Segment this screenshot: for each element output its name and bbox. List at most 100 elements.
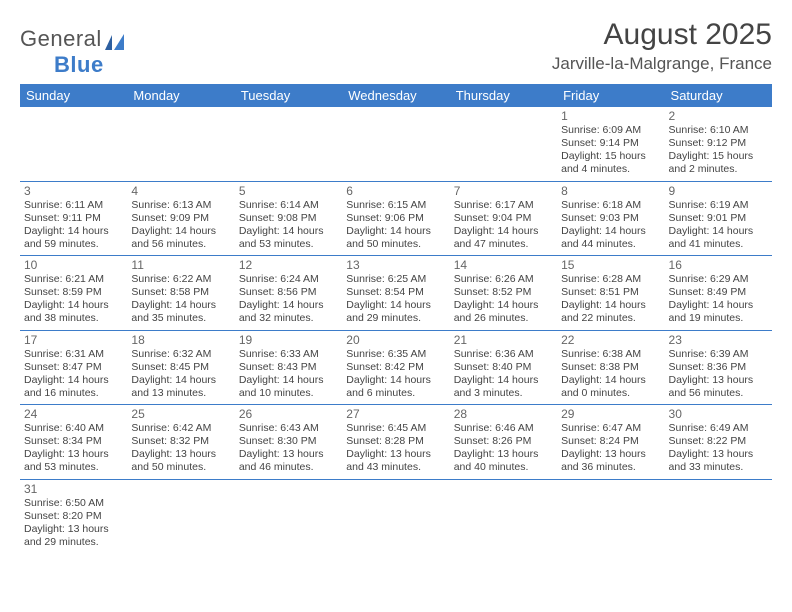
sunset-line: Sunset: 8:34 PM	[24, 435, 123, 448]
day-number: 8	[561, 184, 660, 198]
day-header: Saturday	[665, 84, 772, 107]
sunrise-line: Sunrise: 6:40 AM	[24, 422, 123, 435]
sunset-line: Sunset: 8:42 PM	[346, 361, 445, 374]
header: General Blue August 2025 Jarville-la-Mal…	[20, 18, 772, 78]
calendar-cell: 6Sunrise: 6:15 AMSunset: 9:06 PMDaylight…	[342, 181, 449, 256]
calendar-cell: 3Sunrise: 6:11 AMSunset: 9:11 PMDaylight…	[20, 181, 127, 256]
day-number: 26	[239, 407, 338, 421]
daylight-line: Daylight: 13 hours and 36 minutes.	[561, 448, 660, 474]
calendar-cell: 29Sunrise: 6:47 AMSunset: 8:24 PMDayligh…	[557, 405, 664, 480]
day-number: 2	[669, 109, 768, 123]
day-number: 31	[24, 482, 123, 496]
daylight-line: Daylight: 14 hours and 19 minutes.	[669, 299, 768, 325]
calendar-cell	[342, 479, 449, 553]
daylight-line: Daylight: 14 hours and 47 minutes.	[454, 225, 553, 251]
calendar-cell: 2Sunrise: 6:10 AMSunset: 9:12 PMDaylight…	[665, 107, 772, 181]
calendar-cell	[235, 479, 342, 553]
day-number: 16	[669, 258, 768, 272]
daylight-line: Daylight: 14 hours and 50 minutes.	[346, 225, 445, 251]
day-number: 4	[131, 184, 230, 198]
daylight-line: Daylight: 13 hours and 43 minutes.	[346, 448, 445, 474]
daylight-line: Daylight: 14 hours and 56 minutes.	[131, 225, 230, 251]
sunrise-line: Sunrise: 6:14 AM	[239, 199, 338, 212]
sunset-line: Sunset: 8:32 PM	[131, 435, 230, 448]
calendar-row: 31Sunrise: 6:50 AMSunset: 8:20 PMDayligh…	[20, 479, 772, 553]
daylight-line: Daylight: 13 hours and 33 minutes.	[669, 448, 768, 474]
sunset-line: Sunset: 8:36 PM	[669, 361, 768, 374]
sunrise-line: Sunrise: 6:50 AM	[24, 497, 123, 510]
daylight-line: Daylight: 14 hours and 41 minutes.	[669, 225, 768, 251]
sunset-line: Sunset: 8:58 PM	[131, 286, 230, 299]
day-number: 29	[561, 407, 660, 421]
sunset-line: Sunset: 8:45 PM	[131, 361, 230, 374]
calendar-cell: 9Sunrise: 6:19 AMSunset: 9:01 PMDaylight…	[665, 181, 772, 256]
day-number: 5	[239, 184, 338, 198]
calendar-cell	[450, 479, 557, 553]
calendar-cell: 16Sunrise: 6:29 AMSunset: 8:49 PMDayligh…	[665, 256, 772, 331]
daylight-line: Daylight: 13 hours and 29 minutes.	[24, 523, 123, 549]
logo-word2: Blue	[54, 52, 104, 77]
sunrise-line: Sunrise: 6:49 AM	[669, 422, 768, 435]
sunrise-line: Sunrise: 6:29 AM	[669, 273, 768, 286]
daylight-line: Daylight: 14 hours and 16 minutes.	[24, 374, 123, 400]
sunset-line: Sunset: 9:08 PM	[239, 212, 338, 225]
day-number: 15	[561, 258, 660, 272]
calendar-cell: 7Sunrise: 6:17 AMSunset: 9:04 PMDaylight…	[450, 181, 557, 256]
calendar-cell: 10Sunrise: 6:21 AMSunset: 8:59 PMDayligh…	[20, 256, 127, 331]
sunrise-line: Sunrise: 6:46 AM	[454, 422, 553, 435]
sunset-line: Sunset: 8:47 PM	[24, 361, 123, 374]
day-number: 12	[239, 258, 338, 272]
sunset-line: Sunset: 8:40 PM	[454, 361, 553, 374]
sunrise-line: Sunrise: 6:36 AM	[454, 348, 553, 361]
title-block: August 2025 Jarville-la-Malgrange, Franc…	[552, 18, 772, 78]
day-header: Friday	[557, 84, 664, 107]
sunrise-line: Sunrise: 6:24 AM	[239, 273, 338, 286]
sunrise-line: Sunrise: 6:18 AM	[561, 199, 660, 212]
day-number: 24	[24, 407, 123, 421]
sunrise-line: Sunrise: 6:09 AM	[561, 124, 660, 137]
sunrise-line: Sunrise: 6:28 AM	[561, 273, 660, 286]
calendar-cell: 13Sunrise: 6:25 AMSunset: 8:54 PMDayligh…	[342, 256, 449, 331]
daylight-line: Daylight: 13 hours and 40 minutes.	[454, 448, 553, 474]
day-number: 1	[561, 109, 660, 123]
sunrise-line: Sunrise: 6:21 AM	[24, 273, 123, 286]
sunrise-line: Sunrise: 6:33 AM	[239, 348, 338, 361]
day-number: 20	[346, 333, 445, 347]
calendar-cell: 27Sunrise: 6:45 AMSunset: 8:28 PMDayligh…	[342, 405, 449, 480]
calendar-cell: 17Sunrise: 6:31 AMSunset: 8:47 PMDayligh…	[20, 330, 127, 405]
day-number: 7	[454, 184, 553, 198]
day-header: Monday	[127, 84, 234, 107]
sunrise-line: Sunrise: 6:17 AM	[454, 199, 553, 212]
day-number: 21	[454, 333, 553, 347]
daylight-line: Daylight: 14 hours and 38 minutes.	[24, 299, 123, 325]
day-number: 23	[669, 333, 768, 347]
sunset-line: Sunset: 8:26 PM	[454, 435, 553, 448]
daylight-line: Daylight: 14 hours and 3 minutes.	[454, 374, 553, 400]
sunset-line: Sunset: 8:20 PM	[24, 510, 123, 523]
day-number: 13	[346, 258, 445, 272]
sunset-line: Sunset: 8:22 PM	[669, 435, 768, 448]
daylight-line: Daylight: 14 hours and 44 minutes.	[561, 225, 660, 251]
calendar-cell: 19Sunrise: 6:33 AMSunset: 8:43 PMDayligh…	[235, 330, 342, 405]
sunset-line: Sunset: 8:28 PM	[346, 435, 445, 448]
sunrise-line: Sunrise: 6:38 AM	[561, 348, 660, 361]
calendar-row: 17Sunrise: 6:31 AMSunset: 8:47 PMDayligh…	[20, 330, 772, 405]
day-number: 6	[346, 184, 445, 198]
calendar-cell: 4Sunrise: 6:13 AMSunset: 9:09 PMDaylight…	[127, 181, 234, 256]
sunrise-line: Sunrise: 6:45 AM	[346, 422, 445, 435]
day-number: 19	[239, 333, 338, 347]
calendar-cell: 22Sunrise: 6:38 AMSunset: 8:38 PMDayligh…	[557, 330, 664, 405]
sunset-line: Sunset: 8:38 PM	[561, 361, 660, 374]
sunrise-line: Sunrise: 6:25 AM	[346, 273, 445, 286]
calendar-cell: 14Sunrise: 6:26 AMSunset: 8:52 PMDayligh…	[450, 256, 557, 331]
day-header: Wednesday	[342, 84, 449, 107]
day-number: 30	[669, 407, 768, 421]
day-number: 17	[24, 333, 123, 347]
sunset-line: Sunset: 9:04 PM	[454, 212, 553, 225]
daylight-line: Daylight: 14 hours and 0 minutes.	[561, 374, 660, 400]
daylight-line: Daylight: 14 hours and 29 minutes.	[346, 299, 445, 325]
day-header-row: SundayMondayTuesdayWednesdayThursdayFrid…	[20, 84, 772, 107]
sunset-line: Sunset: 8:56 PM	[239, 286, 338, 299]
daylight-line: Daylight: 14 hours and 32 minutes.	[239, 299, 338, 325]
sunrise-line: Sunrise: 6:19 AM	[669, 199, 768, 212]
